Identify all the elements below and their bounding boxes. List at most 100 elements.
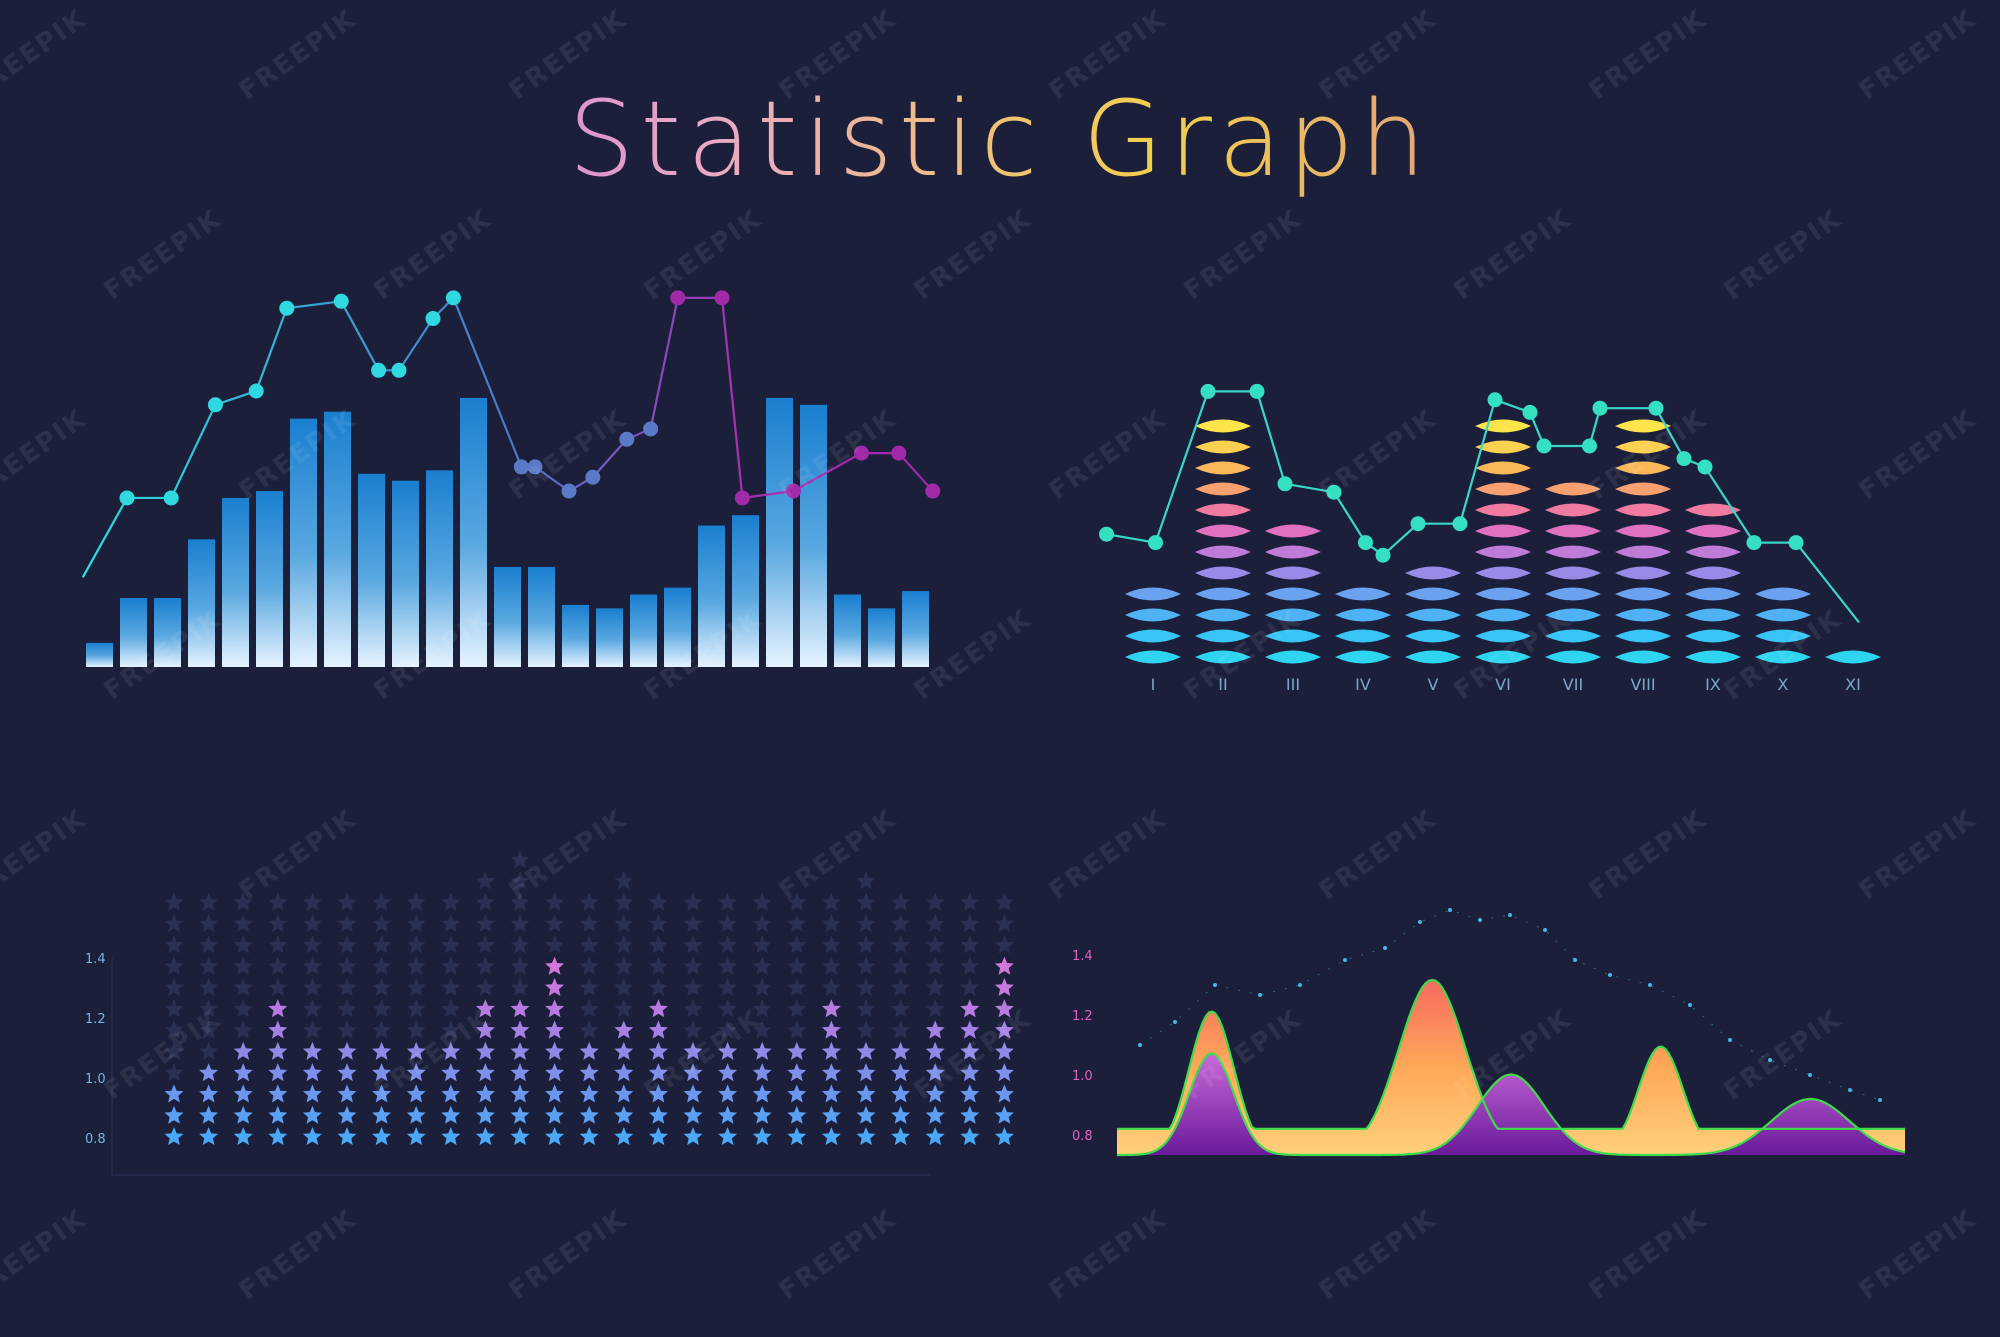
star-lit (545, 1063, 565, 1082)
star-dim (233, 935, 253, 954)
segment-IX-7 (1685, 524, 1741, 538)
segment-III-7 (1265, 524, 1321, 538)
segment-X-1 (1755, 650, 1811, 664)
star-dim (406, 977, 426, 996)
star-lit (856, 1063, 876, 1082)
star-lit (856, 1127, 876, 1146)
star-dim (372, 914, 392, 933)
line-point-5 (279, 300, 295, 316)
star-dim (960, 956, 980, 975)
star-dim (614, 999, 634, 1018)
star-lit (683, 1063, 703, 1082)
star-lit (302, 1084, 322, 1103)
star-lit (683, 1041, 703, 1060)
line-point-19 (734, 490, 750, 506)
star-lit (994, 999, 1014, 1018)
star-dim (164, 956, 184, 975)
segment-IV-3 (1335, 608, 1391, 622)
bar-20 (732, 515, 759, 667)
segment-I-2 (1125, 629, 1181, 643)
segment-VIII-2 (1615, 629, 1671, 643)
trend-dot (1848, 1088, 1852, 1092)
star-lit (545, 977, 565, 996)
line-point-22 (891, 445, 907, 461)
star-lit (994, 1105, 1014, 1124)
star-dim (199, 999, 219, 1018)
star-lit (821, 1041, 841, 1060)
star-dim (406, 956, 426, 975)
star-lit (648, 1041, 668, 1060)
star-lit (718, 1105, 738, 1124)
segment-IX-5 (1685, 566, 1741, 580)
star-lit (960, 1105, 980, 1124)
star-lit (683, 1105, 703, 1124)
star-dim (683, 956, 703, 975)
star-dim (510, 892, 530, 911)
star-lit (821, 999, 841, 1018)
x-tick-label: II (1218, 675, 1227, 694)
star-dim (648, 914, 668, 933)
star-lit (856, 1041, 876, 1060)
star-lit (510, 1084, 530, 1103)
segment-III-5 (1265, 566, 1321, 580)
star-lit (406, 1105, 426, 1124)
star-lit (856, 1105, 876, 1124)
star-dim (925, 956, 945, 975)
star-dim (648, 977, 668, 996)
bar-line-chart (81, 290, 941, 667)
star-dim (787, 892, 807, 911)
star-dim (821, 892, 841, 911)
segment-XI-1 (1825, 650, 1881, 664)
star-lit (579, 1127, 599, 1146)
line-point-4 (248, 383, 264, 399)
star-dim (337, 956, 357, 975)
purple-area (1117, 1053, 1905, 1155)
segment-VI-12 (1475, 419, 1531, 433)
star-lit (475, 1063, 495, 1082)
trend-dot (1343, 958, 1347, 962)
star-dim (787, 956, 807, 975)
star-dim (545, 914, 565, 933)
star-dim (199, 892, 219, 911)
line-point-3 (207, 397, 223, 413)
star-lit (925, 1063, 945, 1082)
segment-VI-10 (1475, 461, 1531, 475)
star-dim (302, 914, 322, 933)
star-lit (821, 1105, 841, 1124)
star-lit (648, 1020, 668, 1039)
star-lit (545, 999, 565, 1018)
star-dim (752, 977, 772, 996)
line-point-16 (643, 421, 659, 437)
star-dim (164, 1041, 184, 1060)
segment-VIII-1 (1615, 650, 1671, 664)
x-tick-label: V (1428, 675, 1439, 694)
star-dim (579, 956, 599, 975)
line-point-6 (333, 293, 349, 309)
star-dim (233, 977, 253, 996)
star-dim (233, 892, 253, 911)
segment-X-2 (1755, 629, 1811, 643)
star-lit (302, 1041, 322, 1060)
star-lit (233, 1063, 253, 1082)
bar-1 (86, 642, 113, 667)
segment-VI-8 (1475, 503, 1531, 517)
segment-VI-2 (1475, 629, 1531, 643)
line-point-5 (1277, 476, 1293, 492)
star-dim (614, 935, 634, 954)
star-dim (648, 892, 668, 911)
star-lit (683, 1127, 703, 1146)
line-point-21 (853, 445, 869, 461)
star-dim (441, 999, 461, 1018)
star-dim (406, 1020, 426, 1039)
line-point-13 (561, 483, 577, 499)
star-lit (752, 1105, 772, 1124)
star-dim (614, 977, 634, 996)
star-lit (545, 1084, 565, 1103)
star-lit (510, 1020, 530, 1039)
star-lit (199, 1105, 219, 1124)
star-dim (856, 999, 876, 1018)
segment-IX-3 (1685, 608, 1741, 622)
x-tick-label: IX (1705, 675, 1721, 694)
equalizer-chart: I II III IV V VI VII VIII IX X XI (1099, 383, 1881, 694)
line-point-20 (1788, 535, 1804, 551)
